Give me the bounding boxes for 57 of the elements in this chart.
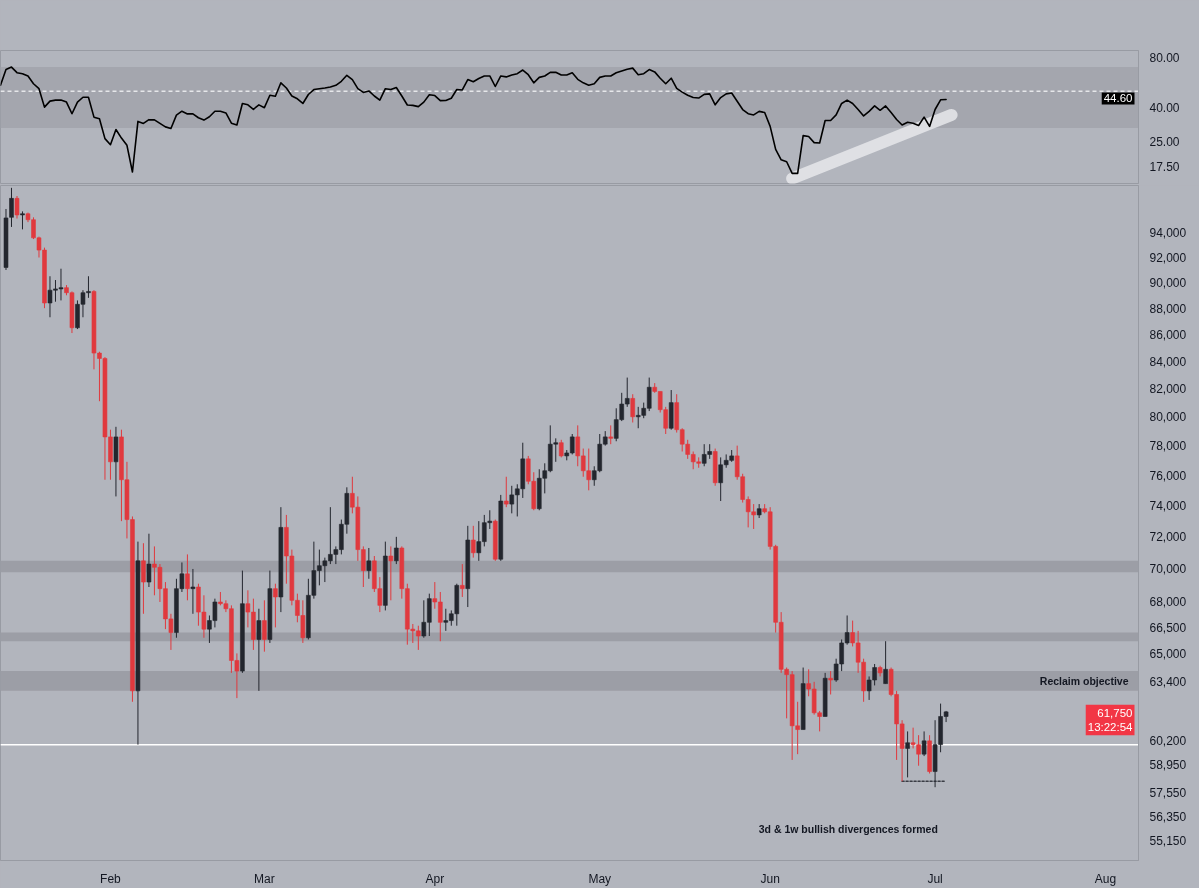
y-tick-label: 68,000 xyxy=(1149,595,1187,610)
x-tick-label: Aug xyxy=(1094,871,1117,886)
candlestick xyxy=(256,608,262,692)
x-tick-label: Jun xyxy=(760,871,780,886)
y-tick-label: 17.50 xyxy=(1149,160,1180,175)
candlestick xyxy=(262,599,267,653)
candlestick xyxy=(630,393,635,423)
candlestick xyxy=(388,545,394,601)
y-tick-label: 66,500 xyxy=(1149,620,1187,635)
candlestick xyxy=(273,583,278,628)
y-tick-label: 25.00 xyxy=(1149,134,1180,149)
y-tick-label: 90,000 xyxy=(1149,276,1187,291)
candlestick xyxy=(905,730,910,778)
annotation: 3d & 1w bullish divergences formed xyxy=(758,822,938,835)
candlestick xyxy=(460,563,465,598)
y-tick-label: 80,000 xyxy=(1149,410,1187,425)
y-tick-label: 56,350 xyxy=(1149,809,1187,824)
y-tick-label: 74,000 xyxy=(1149,499,1187,514)
x-tick-label: Feb xyxy=(100,871,122,886)
y-tick-label: 72,000 xyxy=(1149,530,1187,545)
candlestick xyxy=(394,536,399,565)
candlestick xyxy=(921,730,927,757)
candlestick xyxy=(504,476,509,508)
candlestick xyxy=(471,525,476,559)
annotation: 44.60 xyxy=(1103,92,1133,105)
band-label: Reclaim objective xyxy=(1039,674,1129,687)
y-tick-label: 40.00 xyxy=(1149,100,1180,115)
x-tick-label: Mar xyxy=(254,871,275,886)
y-tick-label: 65,000 xyxy=(1149,646,1187,661)
x-tick-label: May xyxy=(588,871,612,886)
y-tick-label: 80.00 xyxy=(1149,50,1180,65)
x-tick-label: Apr xyxy=(425,871,445,886)
candlestick xyxy=(14,195,20,220)
candlestick xyxy=(190,568,196,615)
candlestick xyxy=(828,670,833,695)
candlestick xyxy=(146,533,152,588)
x-tick-label: Jul xyxy=(927,871,943,886)
y-tick-label: 58,950 xyxy=(1149,758,1187,773)
y-tick-label: 86,000 xyxy=(1149,327,1187,342)
y-tick-label: 92,000 xyxy=(1149,251,1187,265)
y-tick-label: 76,000 xyxy=(1149,468,1187,483)
candlestick xyxy=(185,553,190,601)
y-tick-label: 84,000 xyxy=(1149,354,1187,369)
y-tick-label: 57,550 xyxy=(1149,785,1187,800)
y-tick-label: 63,400 xyxy=(1149,675,1187,690)
y-tick-label: 70,000 xyxy=(1149,562,1187,577)
y-tick-label: 82,000 xyxy=(1149,382,1187,397)
annotation: 61,750 13:22:54 xyxy=(1087,706,1134,734)
y-tick-label: 78,000 xyxy=(1149,439,1187,454)
candlestick xyxy=(141,542,146,615)
candlestick xyxy=(366,547,372,580)
candlestick xyxy=(608,424,614,445)
y-tick-label: 88,000 xyxy=(1149,301,1187,316)
candlestick xyxy=(883,640,888,685)
y-tick-label: 55,150 xyxy=(1149,834,1187,849)
y-tick-label: 60,200 xyxy=(1149,734,1187,749)
y-tick-label: 94,000 xyxy=(1149,226,1187,241)
